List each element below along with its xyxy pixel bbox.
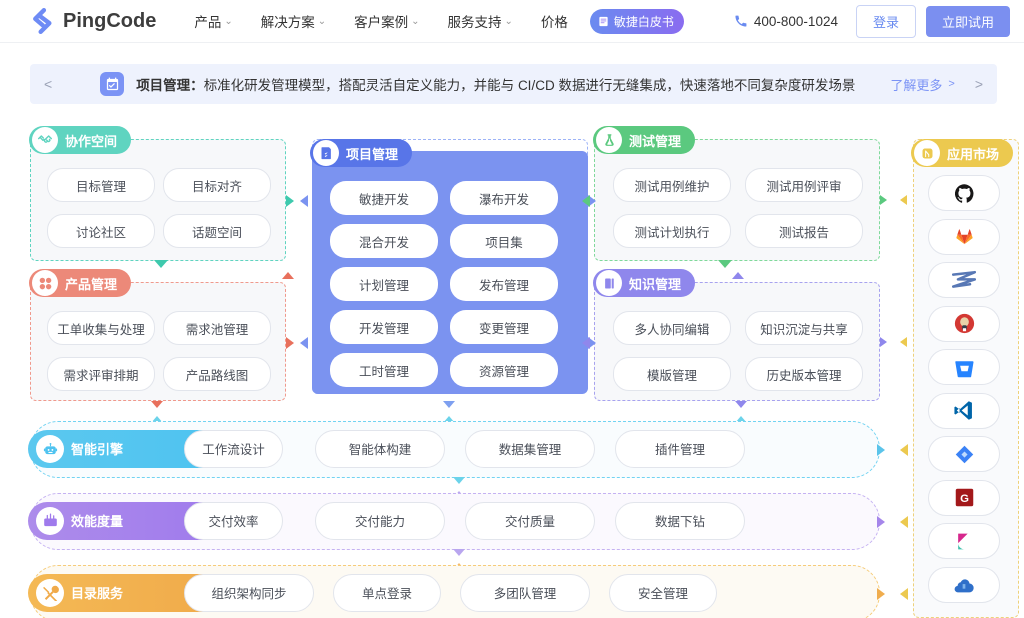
svg-text:G: G — [960, 493, 969, 505]
